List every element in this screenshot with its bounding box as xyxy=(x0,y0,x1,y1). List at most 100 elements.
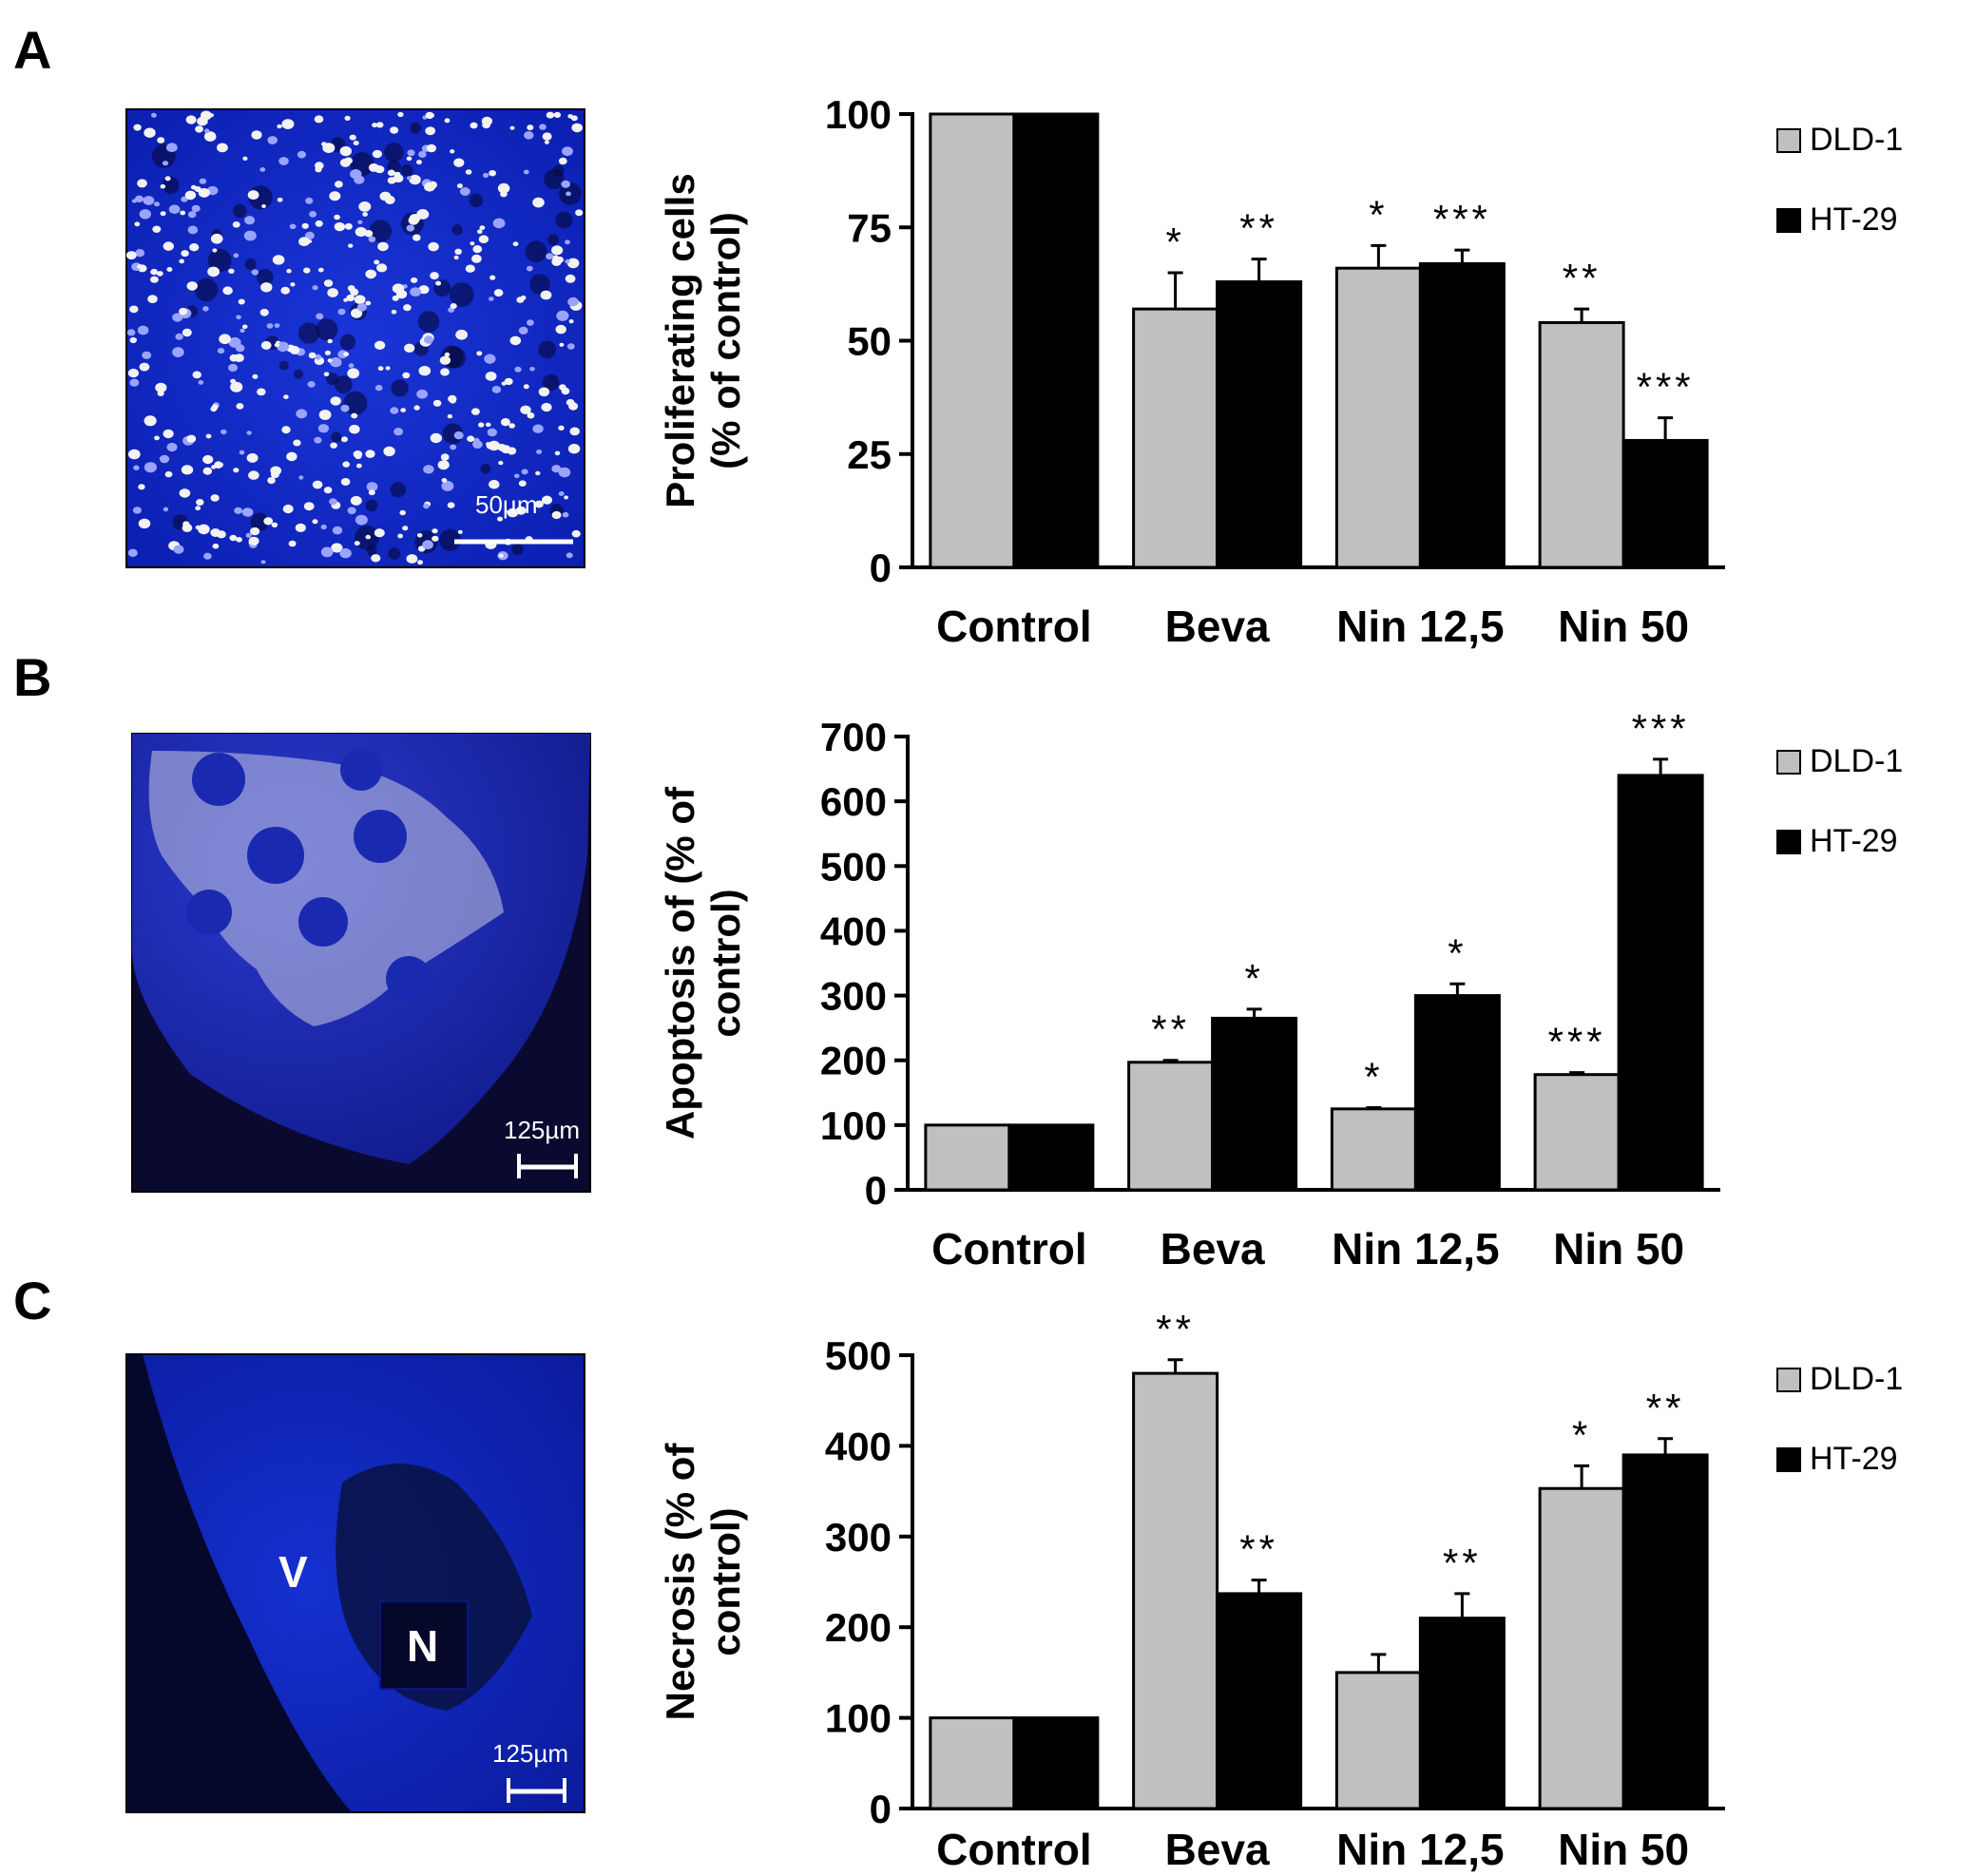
bar xyxy=(929,1716,1016,1810)
y-tick-label: 500 xyxy=(820,844,887,889)
legend-swatch xyxy=(1776,208,1801,233)
panel-letter: B xyxy=(13,647,51,707)
y-tick-label: 200 xyxy=(825,1605,892,1650)
significance-label: ** xyxy=(1156,1307,1195,1351)
significance-label: *** xyxy=(1632,706,1690,751)
y-tick-label: 25 xyxy=(847,432,892,477)
significance-label: * xyxy=(1572,1412,1591,1457)
legend-entry: HT-29 xyxy=(1810,823,1898,859)
y-tick-label: 200 xyxy=(820,1039,887,1083)
y-axis-label: control) xyxy=(703,1507,748,1656)
significance-label: * xyxy=(1369,192,1388,237)
x-tick-label: Nin 12,5 xyxy=(1336,1825,1504,1874)
legend-entry: DLD-1 xyxy=(1810,122,1903,158)
bar-chart: 0 25 50 75 100 Proliferating cells (% of contr… xyxy=(658,92,1903,651)
significance-label: ** xyxy=(1563,256,1602,300)
bar xyxy=(1007,1123,1095,1192)
bar xyxy=(1330,1107,1417,1192)
significance-label: *** xyxy=(1548,1020,1606,1064)
micrograph: V N 125µm xyxy=(125,1353,585,1813)
x-tick-label: Nin 50 xyxy=(1553,1224,1684,1273)
micrograph: 50µm xyxy=(125,108,585,568)
y-tick-label: 300 xyxy=(820,974,887,1019)
x-tick-label: Control xyxy=(936,602,1092,651)
bar xyxy=(1617,774,1704,1192)
scale-bar-label: 50µm xyxy=(475,490,538,519)
y-tick-label: 100 xyxy=(825,92,892,137)
scale-bar-label: 125µm xyxy=(492,1739,568,1768)
bar xyxy=(1012,1716,1100,1810)
legend-swatch xyxy=(1776,128,1801,153)
bar xyxy=(1413,994,1501,1192)
y-axis-label: Apoptosis of (% of xyxy=(658,786,702,1139)
bar xyxy=(929,112,1016,569)
bar xyxy=(1334,1671,1422,1810)
x-tick-label: Nin 50 xyxy=(1558,1825,1689,1874)
x-tick-label: Control xyxy=(936,1825,1092,1874)
bar xyxy=(1418,261,1506,569)
panel-c: C V N 125µm 0 100 200 300 400 500 Necrosis (% … xyxy=(13,1271,1903,1874)
bar xyxy=(1127,1061,1215,1192)
x-tick-label: Beva xyxy=(1161,1224,1265,1273)
y-tick-label: 700 xyxy=(820,715,887,759)
significance-label: *** xyxy=(1637,365,1695,410)
legend-swatch xyxy=(1776,750,1801,775)
y-tick-label: 75 xyxy=(847,205,892,250)
bar-chart: 0 100 200 300 400 500 600 700 Apoptosis of (% of… xyxy=(658,706,1903,1273)
bar xyxy=(924,1123,1011,1192)
micrograph: 125µm xyxy=(131,733,591,1193)
x-tick-label: Nin 50 xyxy=(1558,602,1689,651)
y-tick-label: 100 xyxy=(820,1103,887,1148)
y-axis-label: Proliferating cells xyxy=(658,173,702,507)
bar-chart: 0 100 200 300 400 500 Necrosis (% of control) Co… xyxy=(658,1307,1903,1874)
y-tick-label: 50 xyxy=(847,319,892,364)
micrograph-label: V xyxy=(278,1547,308,1597)
significance-label: * xyxy=(1244,956,1263,1001)
legend-entry: HT-29 xyxy=(1810,201,1898,238)
legend-swatch xyxy=(1776,830,1801,854)
x-tick-label: Beva xyxy=(1165,1825,1270,1874)
bar xyxy=(1132,1371,1219,1810)
bar xyxy=(1538,1486,1625,1810)
legend-swatch xyxy=(1776,1447,1801,1472)
significance-label: * xyxy=(1364,1054,1383,1099)
nuclei-speckles xyxy=(125,110,584,565)
y-axis-label: control) xyxy=(703,889,748,1037)
scale-bar-label: 125µm xyxy=(504,1116,580,1144)
bar xyxy=(1211,1016,1298,1192)
y-tick-label: 400 xyxy=(820,909,887,953)
legend-entry: DLD-1 xyxy=(1810,743,1903,779)
y-tick-label: 0 xyxy=(870,546,892,590)
legend-swatch xyxy=(1776,1368,1801,1392)
panel-a: A 50µm 0 25 50 75 100 Proliferating cells (% o… xyxy=(13,20,1903,651)
significance-label: ** xyxy=(1239,1527,1278,1572)
y-tick-label: 400 xyxy=(825,1424,892,1468)
significance-label: *** xyxy=(1433,197,1491,241)
bar xyxy=(1132,307,1219,569)
x-tick-label: Nin 12,5 xyxy=(1332,1224,1499,1273)
significance-label: ** xyxy=(1646,1386,1685,1430)
y-tick-label: 0 xyxy=(865,1168,887,1213)
panel-b: B 125µm 0 100 200 300 400 500 600 700 Apoptosis … xyxy=(13,647,1903,1273)
y-axis-label: Necrosis (% of xyxy=(658,1443,702,1721)
significance-label: ** xyxy=(1443,1541,1482,1585)
panel-letter: C xyxy=(13,1271,51,1330)
bar xyxy=(1334,266,1422,569)
bar xyxy=(1621,438,1709,569)
y-tick-label: 100 xyxy=(825,1696,892,1741)
legend-entry: DLD-1 xyxy=(1810,1361,1903,1397)
bar xyxy=(1538,320,1625,569)
bar xyxy=(1216,279,1303,569)
y-tick-label: 0 xyxy=(870,1787,892,1831)
bar xyxy=(1012,112,1100,569)
y-tick-label: 500 xyxy=(825,1333,892,1378)
significance-label: * xyxy=(1448,930,1467,975)
significance-label: * xyxy=(1165,220,1184,264)
bar xyxy=(1533,1073,1621,1192)
bar xyxy=(1418,1617,1506,1810)
panel-letter: A xyxy=(13,20,51,80)
significance-label: ** xyxy=(1151,1007,1190,1052)
x-tick-label: Beva xyxy=(1165,602,1270,651)
bar xyxy=(1216,1592,1303,1810)
